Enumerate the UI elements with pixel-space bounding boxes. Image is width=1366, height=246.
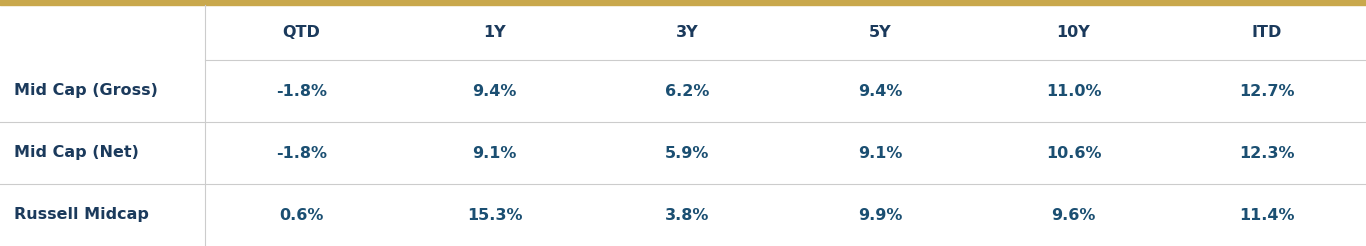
Text: 3Y: 3Y: [676, 25, 699, 40]
Text: Russell Midcap: Russell Midcap: [14, 207, 149, 222]
Text: 9.4%: 9.4%: [473, 83, 516, 98]
Text: QTD: QTD: [283, 25, 321, 40]
Text: 11.4%: 11.4%: [1239, 207, 1294, 222]
Text: ITD: ITD: [1251, 25, 1281, 40]
Text: 9.9%: 9.9%: [858, 207, 903, 222]
Text: 15.3%: 15.3%: [467, 207, 522, 222]
Text: 1Y: 1Y: [484, 25, 505, 40]
Text: 9.1%: 9.1%: [858, 145, 903, 160]
Text: 9.1%: 9.1%: [473, 145, 516, 160]
Text: -1.8%: -1.8%: [276, 145, 326, 160]
Text: 3.8%: 3.8%: [665, 207, 710, 222]
Text: -1.8%: -1.8%: [276, 83, 326, 98]
Text: 12.3%: 12.3%: [1239, 145, 1294, 160]
Text: 12.7%: 12.7%: [1239, 83, 1294, 98]
Text: 0.6%: 0.6%: [279, 207, 324, 222]
Text: 10.6%: 10.6%: [1046, 145, 1101, 160]
Text: Mid Cap (Net): Mid Cap (Net): [14, 145, 139, 160]
Text: 5.9%: 5.9%: [665, 145, 710, 160]
Text: 9.4%: 9.4%: [858, 83, 903, 98]
Text: 6.2%: 6.2%: [665, 83, 710, 98]
Text: 9.6%: 9.6%: [1052, 207, 1096, 222]
Text: 10Y: 10Y: [1057, 25, 1090, 40]
Text: Mid Cap (Gross): Mid Cap (Gross): [14, 83, 158, 98]
Text: 5Y: 5Y: [869, 25, 892, 40]
Text: 11.0%: 11.0%: [1046, 83, 1101, 98]
